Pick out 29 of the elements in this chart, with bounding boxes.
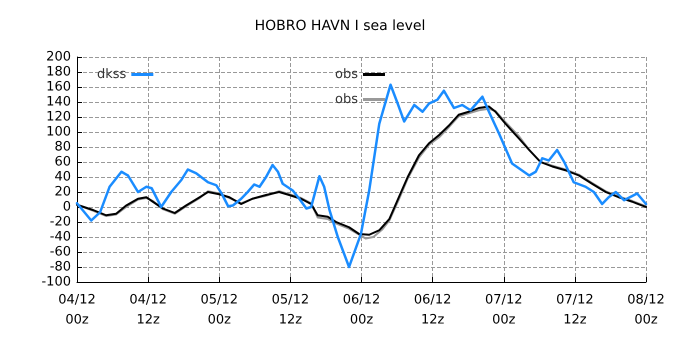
legend-label: dkss bbox=[97, 67, 127, 82]
y-tick-label: -100 bbox=[41, 274, 71, 290]
y-tick-label: 40 bbox=[54, 170, 71, 184]
legend-label: obs bbox=[334, 92, 358, 107]
x-tick-label: 07/12 00z bbox=[485, 292, 522, 328]
y-tick-label: -60 bbox=[50, 244, 71, 260]
legend-label: obs bbox=[334, 67, 358, 82]
chart-title: HOBRO HAVN I sea level bbox=[254, 18, 426, 34]
x-tick-label: 04/12 12z bbox=[129, 292, 167, 328]
y-tick-label: 80 bbox=[54, 140, 71, 154]
y-tick-label: 60 bbox=[54, 154, 71, 170]
y-tick-label: -40 bbox=[50, 230, 71, 244]
y-tick-label: -20 bbox=[50, 214, 71, 230]
x-tick-label: 05/12 12z bbox=[272, 292, 310, 328]
x-tick-label: 05/12 00z bbox=[200, 292, 238, 328]
x-tick-label: 04/12 00z bbox=[58, 292, 96, 328]
x-tick-label: 06/12 00z bbox=[342, 292, 380, 328]
x-tick-label: 06/12 12z bbox=[414, 292, 452, 328]
y-tick-label: 20 bbox=[54, 184, 71, 200]
y-tick-label: 100 bbox=[46, 124, 71, 140]
y-tick-label: 120 bbox=[46, 110, 71, 124]
y-tick-label: 140 bbox=[46, 94, 71, 110]
y-tick-label: 160 bbox=[46, 80, 71, 94]
x-tick-label: 07/12 12z bbox=[556, 292, 594, 328]
y-tick-label: 0 bbox=[62, 200, 71, 214]
y-tick-label: -80 bbox=[50, 260, 71, 274]
x-tick-label: 08/12 00z bbox=[627, 292, 665, 328]
y-tick-label: 180 bbox=[46, 64, 71, 80]
y-tick-label: 200 bbox=[46, 50, 71, 64]
